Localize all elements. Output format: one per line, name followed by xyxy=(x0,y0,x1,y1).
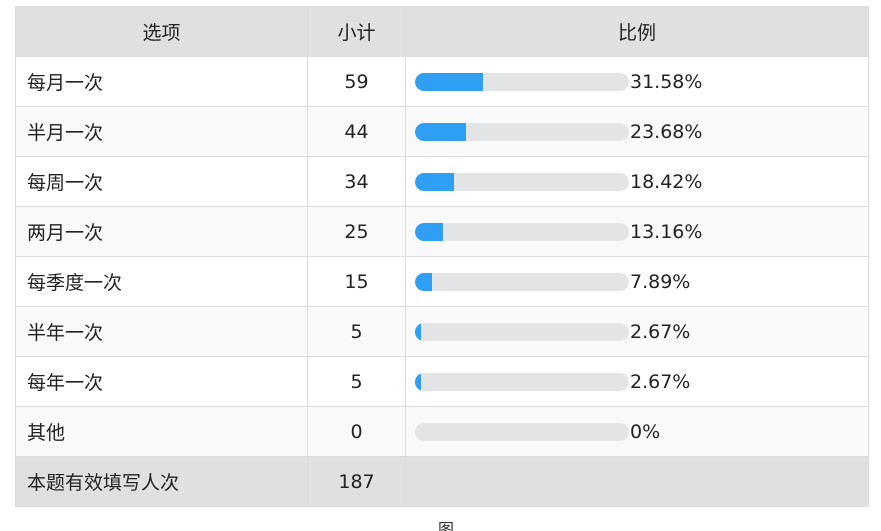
row-count: 34 xyxy=(307,156,406,207)
percent-bar-track xyxy=(415,322,629,341)
row-option-label: 半月一次 xyxy=(15,106,308,157)
table-header-row: 选项 小计 比例 xyxy=(15,6,869,57)
percent-bar-track xyxy=(415,122,629,141)
row-count: 25 xyxy=(307,206,406,257)
percent-label: 23.68% xyxy=(630,120,703,143)
percent-bar xyxy=(415,72,483,91)
percent-label: 31.58% xyxy=(630,70,703,93)
row-option-label: 每年一次 xyxy=(15,356,308,407)
table-row: 半年一次 5 2.67% xyxy=(15,306,869,357)
results-table-wrapper: 选项 小计 比例 每月一次 59 31.58% 半月一次 44 23.68% 每周一次 34 1… xyxy=(15,6,869,507)
table-row: 半月一次 44 23.68% xyxy=(15,106,869,157)
row-count: 5 xyxy=(307,356,406,407)
row-percent-cell: 2.67% xyxy=(405,306,869,357)
row-count: 59 xyxy=(307,56,406,107)
percent-bar xyxy=(415,372,421,391)
row-percent-cell: 2.67% xyxy=(405,356,869,407)
percent-bar-track xyxy=(415,72,629,91)
percent-bar-track xyxy=(415,422,629,441)
percent-label: 0% xyxy=(630,420,661,443)
row-percent-cell: 7.89% xyxy=(405,256,869,307)
table-row: 其他 0 0% xyxy=(15,406,869,457)
percent-bar-track xyxy=(415,172,629,191)
table-row: 每季度一次 15 7.89% xyxy=(15,256,869,307)
percent-bar-track xyxy=(415,272,629,291)
row-percent-cell: 31.58% xyxy=(405,56,869,107)
table-row: 两月一次 25 13.16% xyxy=(15,206,869,257)
survey-results-table: 选项 小计 比例 每月一次 59 31.58% 半月一次 44 23.68% 每周一次 34 1… xyxy=(15,6,869,507)
table-row: 每周一次 34 18.42% xyxy=(15,156,869,207)
row-option-label: 每季度一次 xyxy=(15,256,308,307)
row-count: 0 xyxy=(307,406,406,457)
percent-bar xyxy=(415,322,421,341)
footer-empty xyxy=(405,456,869,507)
percent-bar xyxy=(415,222,444,241)
percent-label: 2.67% xyxy=(630,320,691,343)
header-option: 选项 xyxy=(15,6,308,57)
table-row: 每月一次 59 31.58% xyxy=(15,56,869,107)
row-count: 5 xyxy=(307,306,406,357)
percent-bar xyxy=(415,172,455,191)
table-body: 每月一次 59 31.58% 半月一次 44 23.68% 每周一次 34 18.42% 两月一次… xyxy=(15,56,869,457)
row-count: 44 xyxy=(307,106,406,157)
row-option-label: 每月一次 xyxy=(15,56,308,107)
row-percent-cell: 23.68% xyxy=(405,106,869,157)
row-percent-cell: 18.42% xyxy=(405,156,869,207)
row-percent-cell: 0% xyxy=(405,406,869,457)
table-footer-row: 本题有效填写人次 187 xyxy=(15,456,869,507)
percent-bar-track xyxy=(415,372,629,391)
header-percent: 比例 xyxy=(405,6,869,57)
percent-label: 18.42% xyxy=(630,170,703,193)
row-option-label: 半年一次 xyxy=(15,306,308,357)
row-option-label: 其他 xyxy=(15,406,308,457)
percent-bar xyxy=(415,272,432,291)
figure-caption: 图 xyxy=(438,522,454,531)
row-option-label: 两月一次 xyxy=(15,206,308,257)
footer-label: 本题有效填写人次 xyxy=(15,456,308,507)
row-option-label: 每周一次 xyxy=(15,156,308,207)
row-percent-cell: 13.16% xyxy=(405,206,869,257)
percent-bar xyxy=(415,122,466,141)
table-row: 每年一次 5 2.67% xyxy=(15,356,869,407)
footer-total: 187 xyxy=(307,456,406,507)
header-count: 小计 xyxy=(307,6,406,57)
percent-label: 2.67% xyxy=(630,370,691,393)
percent-label: 13.16% xyxy=(630,220,703,243)
row-count: 15 xyxy=(307,256,406,307)
percent-bar-track xyxy=(415,222,629,241)
percent-label: 7.89% xyxy=(630,270,691,293)
